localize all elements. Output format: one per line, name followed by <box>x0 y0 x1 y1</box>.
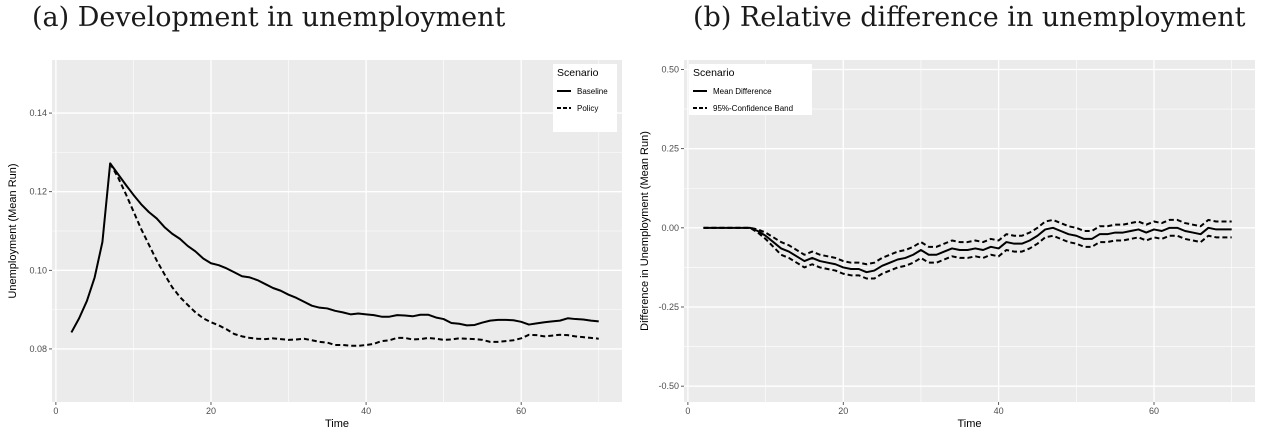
series-line-policy <box>109 162 599 347</box>
series-line-95-confidence-band <box>703 218 1232 266</box>
y-tick-label: -0.50 <box>658 381 679 391</box>
legend-label: Baseline <box>577 87 608 96</box>
y-tick-label: 0.14 <box>29 108 47 118</box>
x-tick-label: 20 <box>206 406 216 416</box>
caption-a: (a) Development in unemployment <box>32 2 506 33</box>
x-tick-label: 60 <box>1149 406 1159 416</box>
legend-title: Scenario <box>557 67 599 79</box>
x-axis-title: Time <box>325 418 349 430</box>
series-line-baseline <box>70 162 599 333</box>
x-axis-title: Time <box>957 418 981 430</box>
x-tick-label: 40 <box>361 406 371 416</box>
legend-box <box>689 64 812 115</box>
legend-label: Policy <box>577 104 598 113</box>
y-axis-title: Difference in Unemployment (Mean Run) <box>639 131 651 331</box>
y-axis-title: Unemployment (Mean Run) <box>7 163 19 298</box>
x-tick-label: 20 <box>838 406 848 416</box>
y-tick-label: 0.00 <box>661 223 679 233</box>
y-tick-label: 0.25 <box>661 144 679 154</box>
y-tick-label: 0.50 <box>661 65 679 75</box>
legend-label: Mean Difference <box>713 87 772 96</box>
legend-title: Scenario <box>693 67 735 79</box>
x-tick-label: 60 <box>516 406 526 416</box>
legend-box <box>553 64 617 132</box>
y-tick-label: 0.10 <box>29 265 47 275</box>
y-tick-label: -0.25 <box>658 302 679 312</box>
y-tick-label: 0.12 <box>29 187 47 197</box>
legend-label: 95%-Confidence Band <box>713 104 793 113</box>
x-tick-label: 40 <box>994 406 1004 416</box>
x-tick-label: 0 <box>53 406 58 416</box>
chart-b: 0 20 40 60 -0.50 -0.25 0.00 0.25 0.50 Time Differe… <box>639 60 1255 430</box>
y-tick-label: 0.08 <box>29 344 47 354</box>
chart-a: 0 20 40 60 0.08 0.10 0.12 0.14 Time Unemployment … <box>7 60 622 430</box>
caption-b: (b) Relative difference in unemployment <box>693 2 1246 33</box>
x-tick-label: 0 <box>685 406 690 416</box>
series-line-95-confidence-band <box>703 226 1232 280</box>
series-line-mean-difference <box>703 226 1232 274</box>
